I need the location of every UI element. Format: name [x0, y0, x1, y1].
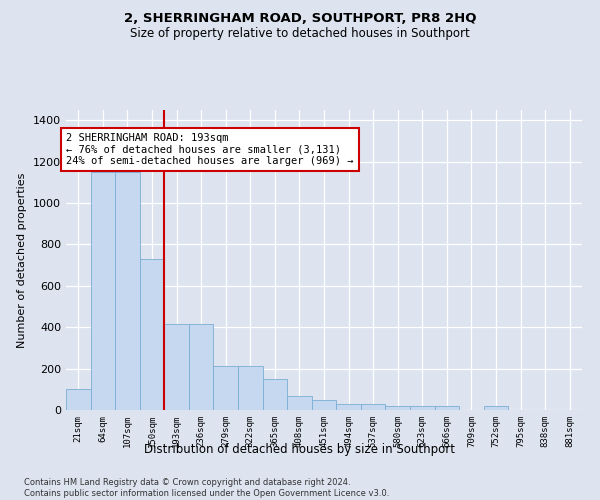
Bar — [312, 400, 336, 410]
Bar — [336, 404, 361, 410]
Text: Distribution of detached houses by size in Southport: Distribution of detached houses by size … — [145, 442, 455, 456]
Bar — [263, 379, 287, 410]
Bar — [115, 172, 140, 410]
Bar — [214, 366, 238, 410]
Bar — [238, 366, 263, 410]
Bar — [410, 406, 434, 410]
Bar — [434, 406, 459, 410]
Bar — [66, 390, 91, 410]
Bar — [484, 406, 508, 410]
Bar — [140, 259, 164, 410]
Text: 2 SHERRINGHAM ROAD: 193sqm
← 76% of detached houses are smaller (3,131)
24% of s: 2 SHERRINGHAM ROAD: 193sqm ← 76% of deta… — [67, 133, 354, 166]
Bar — [361, 404, 385, 410]
Bar — [91, 172, 115, 410]
Y-axis label: Number of detached properties: Number of detached properties — [17, 172, 28, 348]
Bar — [287, 396, 312, 410]
Text: 2, SHERRINGHAM ROAD, SOUTHPORT, PR8 2HQ: 2, SHERRINGHAM ROAD, SOUTHPORT, PR8 2HQ — [124, 12, 476, 26]
Bar — [164, 324, 189, 410]
Text: Contains HM Land Registry data © Crown copyright and database right 2024.
Contai: Contains HM Land Registry data © Crown c… — [24, 478, 389, 498]
Bar — [189, 324, 214, 410]
Bar — [385, 406, 410, 410]
Text: Size of property relative to detached houses in Southport: Size of property relative to detached ho… — [130, 28, 470, 40]
